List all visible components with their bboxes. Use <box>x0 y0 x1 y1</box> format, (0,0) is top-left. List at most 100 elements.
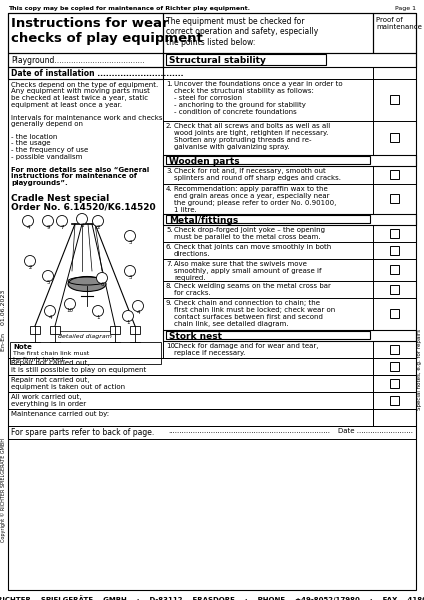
Bar <box>10 342 161 364</box>
Text: For spare parts refer to back of page.: For spare parts refer to back of page. <box>11 428 154 437</box>
Text: Instructions for wear
checks of play equipment: Instructions for wear checks of play equ… <box>11 17 203 45</box>
Text: 8.: 8. <box>166 283 173 289</box>
Bar <box>373 358 416 375</box>
Bar <box>163 242 373 259</box>
Bar <box>163 67 373 79</box>
Bar <box>373 392 416 409</box>
Ellipse shape <box>68 277 106 292</box>
Circle shape <box>97 272 108 283</box>
Circle shape <box>132 301 143 311</box>
Text: 9: 9 <box>46 225 50 230</box>
Circle shape <box>42 215 53 226</box>
Bar <box>373 409 416 426</box>
Text: Checks depend on the type of equipment.: Checks depend on the type of equipment. <box>11 82 158 88</box>
Text: Cradle Nest special: Cradle Nest special <box>11 194 109 203</box>
Bar <box>50 326 60 334</box>
Text: 7.: 7. <box>166 261 173 267</box>
Text: Check welding seams on the metal cross bar
for cracks.: Check welding seams on the metal cross b… <box>174 283 331 296</box>
Bar <box>110 326 120 334</box>
Bar <box>390 265 399 274</box>
Text: Wooden parts: Wooden parts <box>169 157 240 166</box>
Text: Proof of
maintenance: Proof of maintenance <box>376 17 422 30</box>
Bar <box>390 309 399 318</box>
Text: 4: 4 <box>48 315 52 320</box>
Circle shape <box>76 214 87 224</box>
Text: 3.: 3. <box>166 168 173 174</box>
Bar <box>166 331 370 339</box>
Bar <box>8 375 373 392</box>
Bar <box>8 67 163 79</box>
Text: 7: 7 <box>60 225 64 230</box>
Text: - the frequency of use: - the frequency of use <box>11 147 88 153</box>
Text: 4: 4 <box>26 225 30 230</box>
Bar <box>8 79 163 358</box>
Bar <box>163 225 373 242</box>
Text: RICHTER    SPIELGERÄTE    GMBH    ·    D-83112    FRASDORF    ·    PHONE    +49-: RICHTER SPIELGERÄTE GMBH · D-83112 FRASD… <box>0 595 424 600</box>
Text: 2.: 2. <box>166 123 173 129</box>
Bar <box>390 362 399 371</box>
Bar <box>163 184 373 214</box>
Text: - possible vandalism: - possible vandalism <box>11 154 82 160</box>
Bar <box>8 13 163 53</box>
Bar <box>390 194 399 203</box>
Text: 4.: 4. <box>166 186 173 192</box>
Text: Page 1: Page 1 <box>395 6 416 11</box>
Bar <box>166 54 326 65</box>
Bar <box>390 133 399 142</box>
Bar <box>373 242 416 259</box>
Text: All work carried out,
everything is in order: All work carried out, everything is in o… <box>11 394 86 407</box>
Text: 1.: 1. <box>166 81 173 87</box>
Text: - the usage: - the usage <box>11 140 50 146</box>
Bar <box>390 379 399 388</box>
Bar <box>373 13 416 53</box>
Text: Intervals for maintenance work and checks: Intervals for maintenance work and check… <box>11 115 162 121</box>
Circle shape <box>92 305 103 317</box>
Text: Order No. 6.14520/K6.14520: Order No. 6.14520/K6.14520 <box>11 203 156 212</box>
Text: 6: 6 <box>100 282 104 287</box>
Text: Special notes, e.g. for repairs: Special notes, e.g. for repairs <box>418 329 422 410</box>
Bar <box>8 392 373 409</box>
Bar <box>30 326 40 334</box>
Bar <box>166 156 370 164</box>
Text: instructions for maintenance of: instructions for maintenance of <box>11 173 137 179</box>
Text: Metal/fittings: Metal/fittings <box>169 216 238 225</box>
Text: Also make sure that the swivels move
smoothly, apply small amount of grease if
r: Also make sure that the swivels move smo… <box>174 261 321 281</box>
Text: detailed diagram: detailed diagram <box>58 334 112 339</box>
Circle shape <box>92 215 103 226</box>
Text: 6.: 6. <box>166 244 173 250</box>
Bar <box>373 166 416 184</box>
Text: - the location: - the location <box>11 134 57 140</box>
Bar <box>373 121 416 155</box>
Text: The equipment must be checked for
correct operation and safety, especially
the p: The equipment must be checked for correc… <box>166 17 318 47</box>
Bar <box>373 298 416 330</box>
Text: Check that joints can move smoothly in both
directions.: Check that joints can move smoothly in b… <box>174 244 331 257</box>
Text: 3: 3 <box>128 275 132 280</box>
Bar <box>373 259 416 281</box>
Text: 3: 3 <box>128 240 132 245</box>
Bar <box>163 341 373 358</box>
Text: Structural stability: Structural stability <box>169 56 266 65</box>
Bar <box>163 214 416 225</box>
Bar <box>390 95 399 104</box>
Text: Check for rot and, if necessary, smooth out
splinters and round off sharp edges : Check for rot and, if necessary, smooth … <box>174 168 341 181</box>
Text: 4: 4 <box>136 310 140 315</box>
Text: Date .........................: Date ......................... <box>338 428 413 434</box>
Bar <box>8 426 416 439</box>
Text: 2: 2 <box>28 265 32 270</box>
Circle shape <box>45 305 56 317</box>
Bar <box>163 155 416 166</box>
Bar <box>390 170 399 179</box>
Text: Repair not carried out,
it is still possible to play on equipment: Repair not carried out, it is still poss… <box>11 360 146 373</box>
Circle shape <box>56 215 67 226</box>
Text: 10.: 10. <box>166 343 177 349</box>
Text: Check chain and connection to chain; the
first chain link must be locked; check : Check chain and connection to chain; the… <box>174 300 335 327</box>
Bar <box>8 358 373 375</box>
Text: Check that all screws and bolts as well as all
wood joints are tight, retighten : Check that all screws and bolts as well … <box>174 123 330 150</box>
Text: Date of installation ..............................: Date of installation ...................… <box>11 69 184 78</box>
Bar <box>163 259 373 281</box>
Bar <box>373 184 416 214</box>
Text: 5: 5 <box>46 280 50 285</box>
Bar <box>166 215 370 223</box>
Bar <box>163 79 373 121</box>
Text: Maintenance carried out by:: Maintenance carried out by: <box>11 411 109 417</box>
